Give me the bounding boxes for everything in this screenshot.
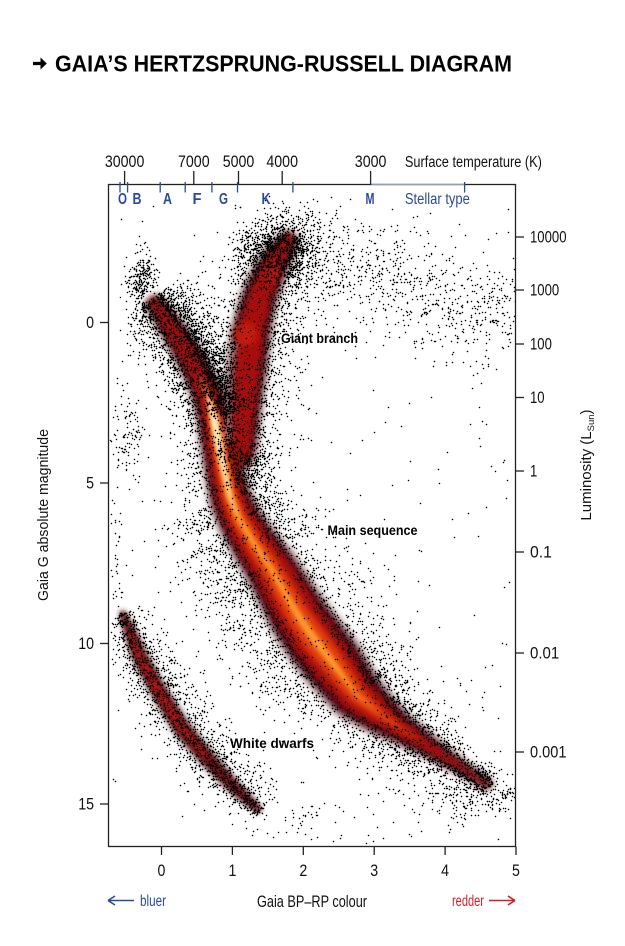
svg-text:15: 15 [78, 796, 94, 814]
svg-text:redder: redder [452, 893, 484, 910]
svg-text:K: K [262, 191, 272, 208]
svg-text:1: 1 [228, 862, 236, 880]
svg-text:White dwarfs: White dwarfs [230, 736, 314, 751]
svg-text:A: A [163, 191, 172, 208]
svg-text:30000: 30000 [105, 153, 145, 171]
svg-text:Giant branch: Giant branch [281, 331, 358, 346]
svg-text:4: 4 [441, 862, 449, 880]
svg-text:Main sequence: Main sequence [328, 523, 418, 538]
svg-text:0: 0 [86, 314, 94, 332]
svg-text:bluer: bluer [140, 893, 166, 910]
svg-text:G: G [219, 191, 228, 208]
svg-text:0: 0 [158, 862, 166, 880]
svg-text:0.1: 0.1 [530, 544, 552, 562]
svg-text:10: 10 [78, 635, 94, 653]
svg-text:M: M [366, 191, 375, 208]
svg-text:10000: 10000 [530, 229, 567, 247]
svg-text:5: 5 [86, 475, 94, 493]
svg-text:7000: 7000 [178, 153, 210, 171]
svg-text:F: F [193, 191, 202, 208]
svg-text:3000: 3000 [355, 153, 387, 171]
svg-text:4000: 4000 [266, 153, 298, 171]
svg-text:Stellar type: Stellar type [405, 191, 470, 208]
svg-text:0.01: 0.01 [530, 645, 559, 663]
svg-text:3: 3 [370, 862, 378, 880]
svg-text:B: B [133, 191, 142, 208]
svg-text:10: 10 [530, 389, 545, 407]
svg-text:Gaia BP–RP colour: Gaia BP–RP colour [257, 892, 367, 911]
svg-text:Surface temperature (K): Surface temperature (K) [405, 154, 542, 171]
svg-text:5: 5 [512, 862, 520, 880]
svg-text:1: 1 [530, 463, 537, 481]
svg-text:1000: 1000 [530, 282, 559, 300]
svg-text:100: 100 [530, 336, 552, 354]
svg-text:0.001: 0.001 [530, 744, 567, 762]
svg-text:GAIA’S HERTZSPRUNG-RUSSELL DIA: GAIA’S HERTZSPRUNG-RUSSELL DIAGRAM [55, 51, 512, 77]
svg-text:Gaia G absolute magnitude: Gaia G absolute magnitude [35, 429, 52, 601]
svg-text:O: O [118, 191, 127, 208]
svg-text:5000: 5000 [223, 153, 255, 171]
svg-text:2: 2 [299, 862, 307, 880]
svg-text:Luminosity (LSun): Luminosity (LSun) [578, 409, 597, 520]
